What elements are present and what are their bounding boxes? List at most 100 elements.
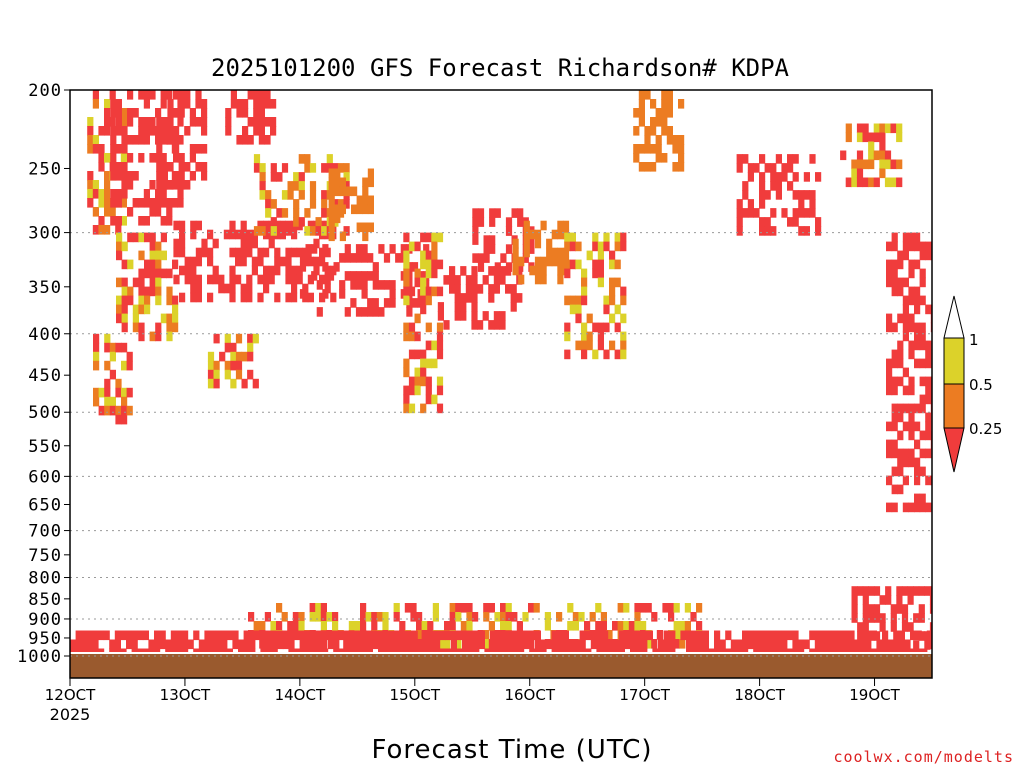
heatmap-cell — [512, 630, 519, 641]
heatmap-cell — [132, 313, 139, 324]
heatmap-cell — [845, 177, 852, 188]
heatmap-cell — [891, 466, 898, 477]
heatmap-cell — [334, 168, 341, 179]
heatmap-cell — [149, 331, 156, 342]
heatmap-cell — [115, 189, 122, 199]
heatmap-cell — [173, 144, 180, 154]
heatmap-cell — [477, 217, 485, 227]
heatmap-cell — [143, 135, 150, 145]
heatmap-cell — [131, 639, 138, 650]
heatmap-cell — [540, 265, 547, 276]
heatmap-cell — [544, 612, 551, 622]
heatmap-cell — [597, 268, 604, 279]
heatmap-cell — [246, 274, 253, 285]
heatmap-cell — [775, 639, 782, 650]
heatmap-cell — [592, 349, 599, 360]
heatmap-cell — [195, 292, 202, 303]
y-tick-label: 750 — [28, 546, 62, 566]
heatmap-cell — [270, 172, 277, 182]
heatmap-cell — [770, 172, 777, 182]
heatmap-cell — [634, 612, 641, 622]
heatmap-cell — [213, 378, 220, 389]
heatmap-cell — [663, 639, 670, 650]
heatmap-cell — [597, 340, 604, 351]
heatmap-cell — [360, 612, 367, 622]
heatmap-cell — [602, 639, 609, 650]
heatmap-cell — [414, 277, 421, 288]
heatmap-cell — [465, 293, 472, 303]
heatmap-cell — [166, 331, 173, 342]
heatmap-cell — [87, 180, 94, 190]
heatmap-cell — [540, 256, 547, 267]
heatmap-cell — [646, 630, 653, 641]
heatmap-cell — [886, 268, 893, 279]
heatmap-cell — [562, 247, 570, 258]
heatmap-cell — [879, 622, 886, 632]
heatmap-cell — [207, 292, 214, 303]
heatmap-cell — [403, 295, 410, 306]
heatmap-cell — [149, 207, 156, 217]
heatmap-cell — [592, 241, 599, 252]
heatmap-cell — [104, 99, 111, 109]
heatmap-cell — [891, 286, 898, 297]
heatmap-cell — [436, 385, 444, 396]
heatmap-cell — [258, 126, 265, 136]
heatmap-cell — [98, 405, 105, 416]
heatmap-cell — [736, 199, 743, 209]
heatmap-cell — [195, 117, 202, 127]
heatmap-cell — [309, 612, 316, 622]
heatmap-cell — [781, 639, 788, 650]
heatmap-cell — [195, 99, 202, 109]
heatmap-cell — [444, 621, 451, 631]
y-tick-label: 650 — [28, 496, 62, 516]
heatmap-cell — [155, 153, 162, 163]
heatmap-cell — [876, 639, 883, 650]
heatmap-cell — [410, 603, 417, 613]
heatmap-cell — [408, 385, 416, 396]
colorbar-label: 1 — [969, 331, 979, 349]
heatmap-cell — [908, 313, 915, 324]
heatmap-cell — [505, 284, 512, 294]
heatmap-cell — [600, 621, 607, 631]
x-tick-label: 12OCT — [45, 686, 96, 704]
heatmap-cell — [546, 247, 553, 258]
heatmap-cell — [856, 159, 864, 170]
heatmap-cell — [382, 612, 389, 622]
heatmap-cell — [361, 639, 368, 650]
heatmap-cell — [854, 639, 861, 650]
heatmap-cell — [344, 253, 351, 263]
heatmap-cell — [309, 603, 316, 613]
heatmap-cell — [644, 135, 651, 145]
heatmap-cell — [307, 220, 314, 231]
heatmap-cell — [919, 403, 926, 414]
heatmap-cell — [155, 108, 162, 118]
heatmap-cell — [770, 208, 777, 218]
heatmap-cell — [110, 198, 117, 208]
heatmap-cell — [344, 244, 351, 254]
heatmap-cell — [620, 313, 627, 324]
heatmap-cell — [149, 268, 156, 279]
heatmap-cell — [902, 367, 909, 378]
heatmap-cell — [792, 630, 799, 641]
heatmap-cell — [173, 171, 180, 181]
heatmap-cell — [523, 630, 530, 641]
heatmap-cell — [575, 259, 582, 270]
heatmap-cell — [868, 150, 875, 161]
heatmap-cell — [758, 639, 765, 650]
heatmap-cell — [149, 180, 156, 190]
heatmap-cell — [264, 612, 271, 622]
heatmap-cell — [334, 177, 341, 188]
heatmap-cell — [251, 238, 258, 249]
heatmap-cell — [792, 190, 799, 200]
heatmap-cell — [334, 186, 341, 197]
heatmap-cell — [620, 295, 627, 306]
heatmap-cell — [279, 220, 286, 231]
heatmap-cell — [896, 177, 903, 188]
heatmap-cell — [826, 639, 833, 650]
heatmap-cell — [425, 322, 432, 333]
heatmap-cell — [365, 612, 372, 622]
heatmap-cell — [842, 630, 849, 641]
heatmap-cell — [437, 302, 444, 312]
heatmap-cell — [201, 99, 208, 109]
heatmap-cell — [224, 342, 231, 353]
